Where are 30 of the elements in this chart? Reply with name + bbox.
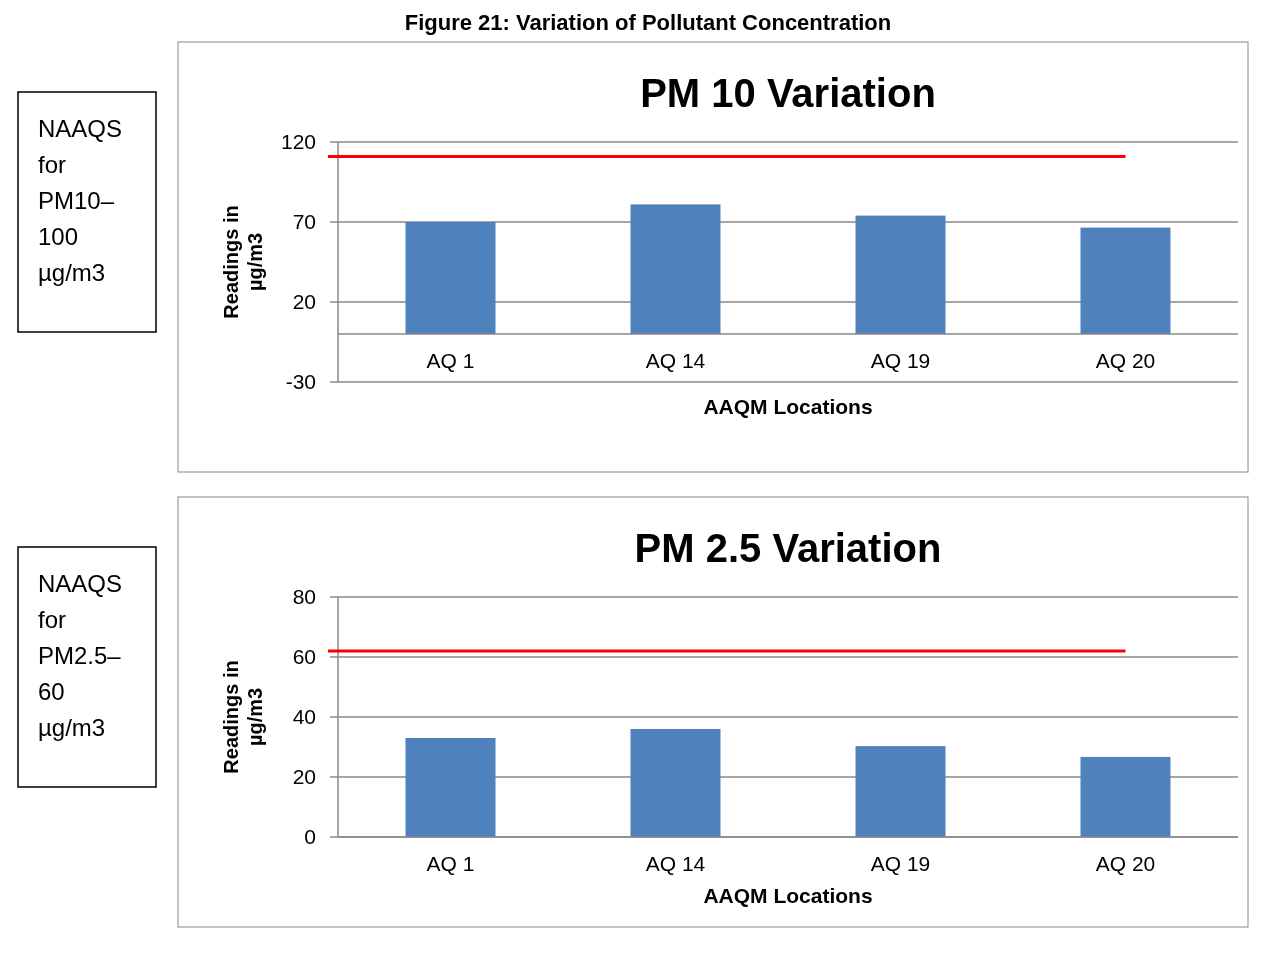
x-axis-title: AAQM Locations — [703, 395, 873, 418]
x-tick-label: AQ 20 — [1095, 852, 1156, 875]
bar — [630, 204, 721, 334]
y-tick-label: 20 — [292, 765, 316, 789]
chart-title: PM 2.5 Variation — [634, 526, 942, 570]
text: NAAQS for PM2.5–60 µg/m3 — [38, 570, 123, 741]
y-tick-label: 40 — [292, 705, 316, 729]
x-tick-label: AQ 19 — [870, 852, 931, 875]
y-tick-label: 120 — [280, 130, 316, 154]
caption: Figure 21: Variation of Pollutant Concentration — [404, 10, 892, 35]
x-tick-label: AQ 1 — [426, 852, 475, 875]
y-axis-title: Readings in µg/m3 — [220, 205, 266, 319]
x-tick-label: AQ 14 — [645, 349, 706, 372]
x-tick-label: AQ 14 — [645, 852, 706, 875]
x-tick-label: AQ 20 — [1095, 349, 1156, 372]
y-tick-label: 0 — [304, 825, 316, 849]
chart-title: PM 10 Variation — [640, 71, 936, 115]
x-tick-label: AQ 1 — [426, 349, 475, 372]
bar — [855, 215, 946, 334]
x-axis-title: AAQM Locations — [703, 884, 873, 907]
x-tick-label: AQ 19 — [870, 349, 931, 372]
y-axis-title: Readings in µg/m3 — [220, 660, 266, 774]
bar — [1080, 227, 1171, 334]
y-tick-label: 70 — [292, 210, 316, 234]
bar — [405, 222, 496, 334]
text: NAAQS for PM10–100 µg/m3 — [38, 115, 123, 286]
y-tick-label: 60 — [292, 645, 316, 669]
y-tick-label: 80 — [292, 585, 316, 609]
y-tick-label: -30 — [285, 370, 316, 394]
y-tick-label: 20 — [292, 290, 316, 314]
